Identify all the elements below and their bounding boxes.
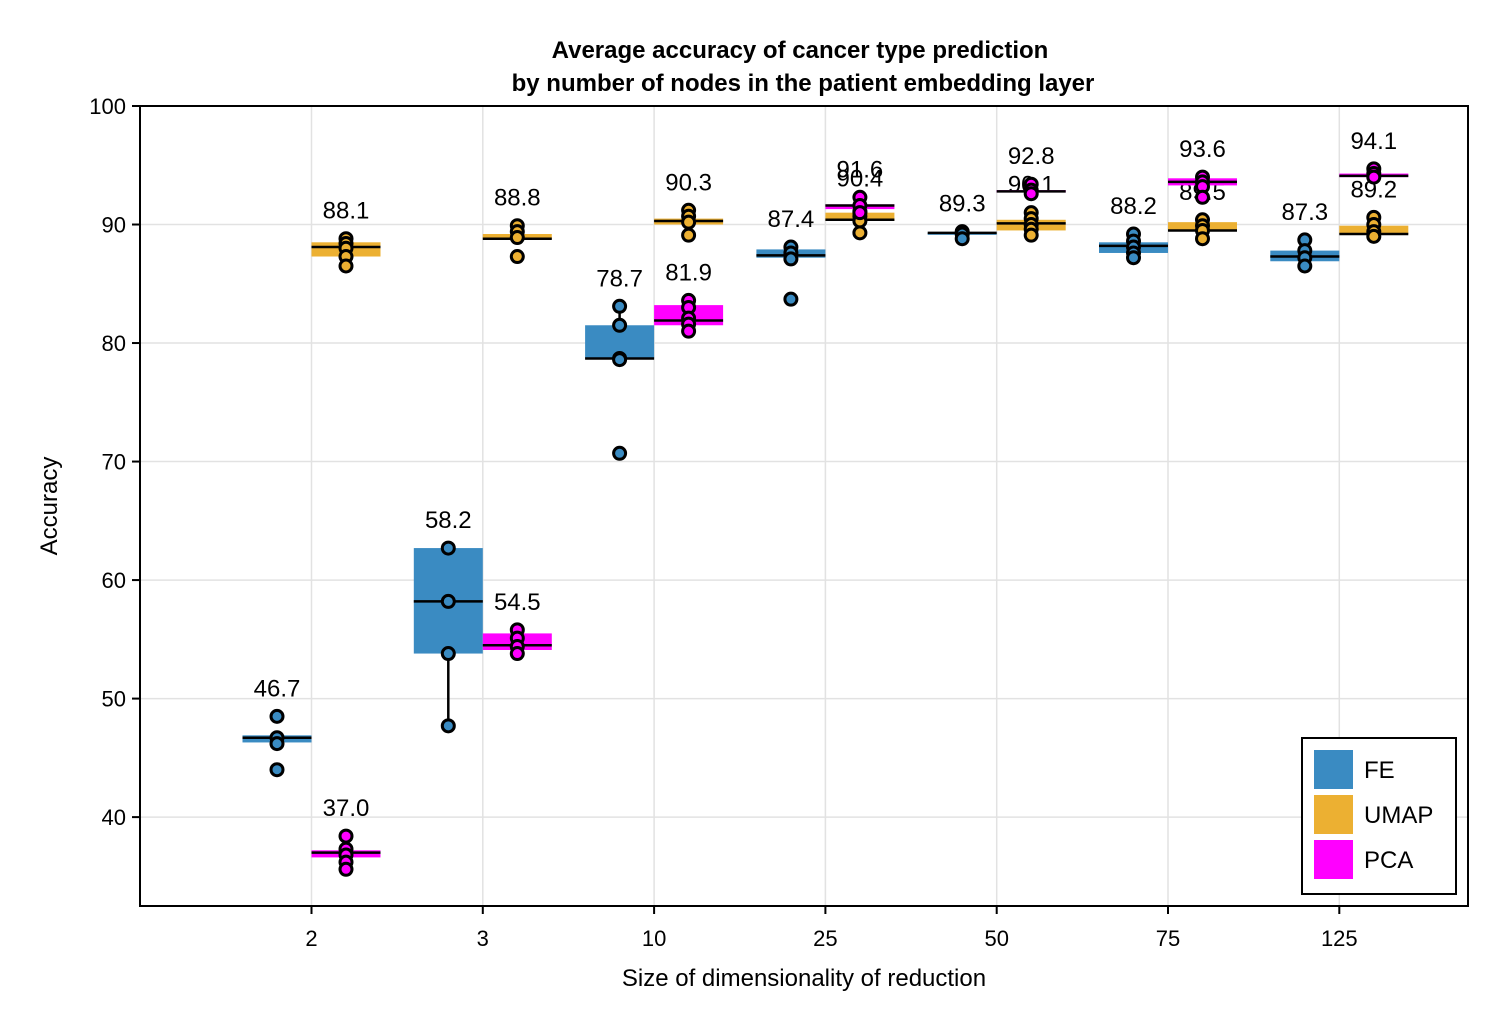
legend-swatch-pca xyxy=(1314,840,1353,879)
x-tick-label: 10 xyxy=(642,926,666,951)
x-tick-label: 3 xyxy=(477,926,489,951)
y-tick-label: 70 xyxy=(102,450,126,475)
data-point xyxy=(1023,227,1039,243)
data-point xyxy=(612,445,628,461)
data-point xyxy=(1126,250,1141,266)
data-label: 78.7 xyxy=(596,265,643,292)
data-label: 58.2 xyxy=(425,507,472,534)
data-label: 87.4 xyxy=(768,206,815,233)
x-tick-label: 25 xyxy=(813,926,837,951)
data-point xyxy=(783,291,799,307)
box-fe: 58.2 xyxy=(413,507,483,734)
data-label: 92.8 xyxy=(1008,143,1055,170)
data-label: 93.6 xyxy=(1179,136,1226,163)
box-umap: 90.3 xyxy=(654,169,724,243)
x-axis-label: Size of dimensionality of reduction xyxy=(622,965,986,992)
data-point xyxy=(338,861,354,877)
data-label: 90.3 xyxy=(665,169,712,196)
data-point xyxy=(681,227,697,243)
box-pca: 92.8 xyxy=(996,143,1066,202)
y-tick-label: 60 xyxy=(102,568,126,593)
data-point xyxy=(269,736,285,752)
axes: 40 50 60 70 80 90 100 2 3 10 25 50 75 125 xyxy=(89,94,1357,951)
box-fe: 46.7 xyxy=(242,675,312,778)
legend: FE UMAP PCA xyxy=(1301,737,1457,895)
y-tick-label: 80 xyxy=(102,331,126,356)
legend-swatch-fe xyxy=(1314,750,1353,789)
box-fe: 89.3 xyxy=(927,191,997,247)
box-pca: 81.9 xyxy=(654,259,724,339)
box-umap: 90.1 xyxy=(996,172,1066,243)
data-label: 54.5 xyxy=(494,589,541,616)
x-tick-label: 125 xyxy=(1321,926,1358,951)
data-point xyxy=(1366,169,1382,185)
data-point xyxy=(269,708,285,724)
data-point xyxy=(852,205,868,221)
y-axis-label: Accuracy xyxy=(36,457,63,556)
data-point xyxy=(852,225,868,241)
data-point xyxy=(440,646,456,662)
data-label: 37.0 xyxy=(323,795,370,822)
chart-subtitle: by number of nodes in the patient embedd… xyxy=(512,70,1095,97)
data-point xyxy=(338,828,354,844)
data-point xyxy=(681,214,697,230)
data-label: 89.3 xyxy=(939,191,986,218)
box-pca: 93.6 xyxy=(1168,136,1237,205)
data-point xyxy=(338,258,354,274)
data-point xyxy=(440,718,456,734)
box-umap: 88.1 xyxy=(311,198,381,274)
box-umap: 88.8 xyxy=(482,185,552,265)
data-point xyxy=(612,298,628,314)
plot-frame xyxy=(139,105,1469,907)
data-point xyxy=(1023,186,1039,202)
legend-label-fe: FE xyxy=(1364,757,1395,784)
box-fe: 88.2 xyxy=(1099,193,1168,266)
data-point xyxy=(509,230,525,246)
data-point xyxy=(509,249,525,265)
data-point xyxy=(269,762,285,778)
data-point xyxy=(440,593,456,609)
data-point xyxy=(1195,231,1210,247)
data-label: 81.9 xyxy=(665,259,712,286)
box-pca: 54.5 xyxy=(482,589,552,662)
data-point xyxy=(1297,258,1313,274)
data-point xyxy=(1366,228,1382,244)
x-tick-label: 75 xyxy=(1156,926,1180,951)
data-label: 88.8 xyxy=(494,185,541,212)
y-tick-label: 50 xyxy=(102,687,126,712)
data-label: 91.6 xyxy=(837,156,884,183)
data-point xyxy=(612,317,628,333)
box-umap: 89.2 xyxy=(1339,176,1409,244)
y-tick-label: 40 xyxy=(102,805,126,830)
data-point xyxy=(681,323,697,339)
legend-swatch-umap xyxy=(1314,795,1353,834)
box-pca: 37.0 xyxy=(311,795,381,877)
box-pca: 94.1 xyxy=(1339,128,1409,185)
box-fe: 78.7 xyxy=(585,265,655,461)
data-point xyxy=(612,352,628,368)
legend-label-umap: UMAP xyxy=(1364,802,1433,829)
data-label: 94.1 xyxy=(1350,128,1397,155)
y-tick-label: 90 xyxy=(102,213,126,238)
data-label: 88.1 xyxy=(323,198,370,225)
data-point xyxy=(1195,189,1210,205)
x-tick-label: 2 xyxy=(305,926,317,951)
x-tick-label: 50 xyxy=(984,926,1008,951)
data-label: 46.7 xyxy=(254,675,301,702)
box-fe: 87.3 xyxy=(1270,199,1340,274)
box-pca: 91.6 xyxy=(825,156,895,221)
data-point xyxy=(954,231,970,247)
data-point xyxy=(783,251,799,267)
data-label: 88.2 xyxy=(1110,193,1157,220)
data-point xyxy=(440,540,456,556)
chart-title: Average accuracy of cancer type predicti… xyxy=(552,37,1049,64)
y-tick-label: 100 xyxy=(89,94,126,119)
box-fe: 87.4 xyxy=(756,206,826,307)
legend-label-pca: PCA xyxy=(1364,847,1413,874)
data-label: 90.4 xyxy=(837,166,884,193)
plot-area: 46.7 58.2 78.7 87.4 89.3 88.2 87.3 88.1 88.8 90.3… xyxy=(242,128,1409,877)
data-label: 87.3 xyxy=(1281,199,1328,226)
data-point xyxy=(509,646,525,662)
